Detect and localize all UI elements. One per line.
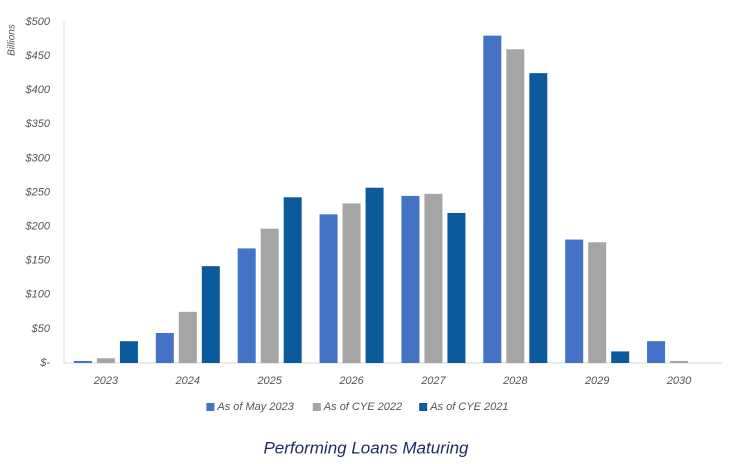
y-tick-label: $400	[25, 84, 51, 96]
legend-label: As of CYE 2021	[429, 401, 508, 413]
bar	[319, 214, 338, 363]
bar	[588, 242, 607, 363]
legend-label: As of May 2023	[216, 401, 294, 413]
y-tick-label: $50	[31, 323, 51, 335]
legend-swatch	[419, 403, 428, 411]
legend-swatch	[206, 403, 215, 411]
x-tick-label: 2029	[584, 375, 609, 387]
bar	[670, 360, 689, 363]
x-tick-label: 2027	[420, 375, 446, 387]
y-tick-label: $200	[25, 221, 51, 233]
bar	[401, 195, 420, 363]
bar	[237, 248, 256, 363]
x-tick-label: 2023	[93, 375, 119, 387]
y-tick-label: $500	[25, 16, 51, 28]
bar	[155, 332, 174, 363]
x-tick-label: 2025	[256, 375, 282, 387]
legend-swatch	[312, 403, 321, 411]
bar	[260, 228, 279, 363]
x-tick-label: 2028	[502, 375, 528, 387]
bar	[119, 341, 138, 363]
y-tick-label: $150	[25, 255, 51, 267]
bar	[342, 203, 361, 363]
bar	[647, 341, 666, 363]
bar	[365, 187, 384, 363]
legend-label: As of CYE 2022	[323, 401, 402, 413]
bar	[506, 49, 525, 363]
bar	[96, 358, 115, 363]
x-tick-label: 2024	[175, 375, 200, 387]
y-tick-label: $250	[25, 186, 51, 198]
bar	[483, 35, 502, 363]
bar	[178, 311, 197, 363]
y-tick-label: $350	[25, 118, 51, 130]
bar	[424, 193, 443, 363]
y-tick-label: $450	[25, 50, 51, 62]
x-tick-label: 2030	[666, 375, 692, 387]
x-tick-label: 2026	[338, 375, 364, 387]
bar	[201, 266, 220, 363]
bar	[73, 360, 92, 363]
chart-title: Performing Loans Maturing	[263, 438, 469, 457]
bar	[565, 239, 584, 363]
bar	[611, 351, 630, 363]
y-tick-label: $-	[39, 357, 50, 369]
y-tick-label: $100	[25, 289, 51, 301]
bar	[447, 212, 466, 363]
y-axis-label: Billions	[7, 24, 18, 56]
bar	[529, 73, 548, 364]
bar	[283, 197, 302, 363]
y-tick-label: $300	[25, 152, 51, 164]
